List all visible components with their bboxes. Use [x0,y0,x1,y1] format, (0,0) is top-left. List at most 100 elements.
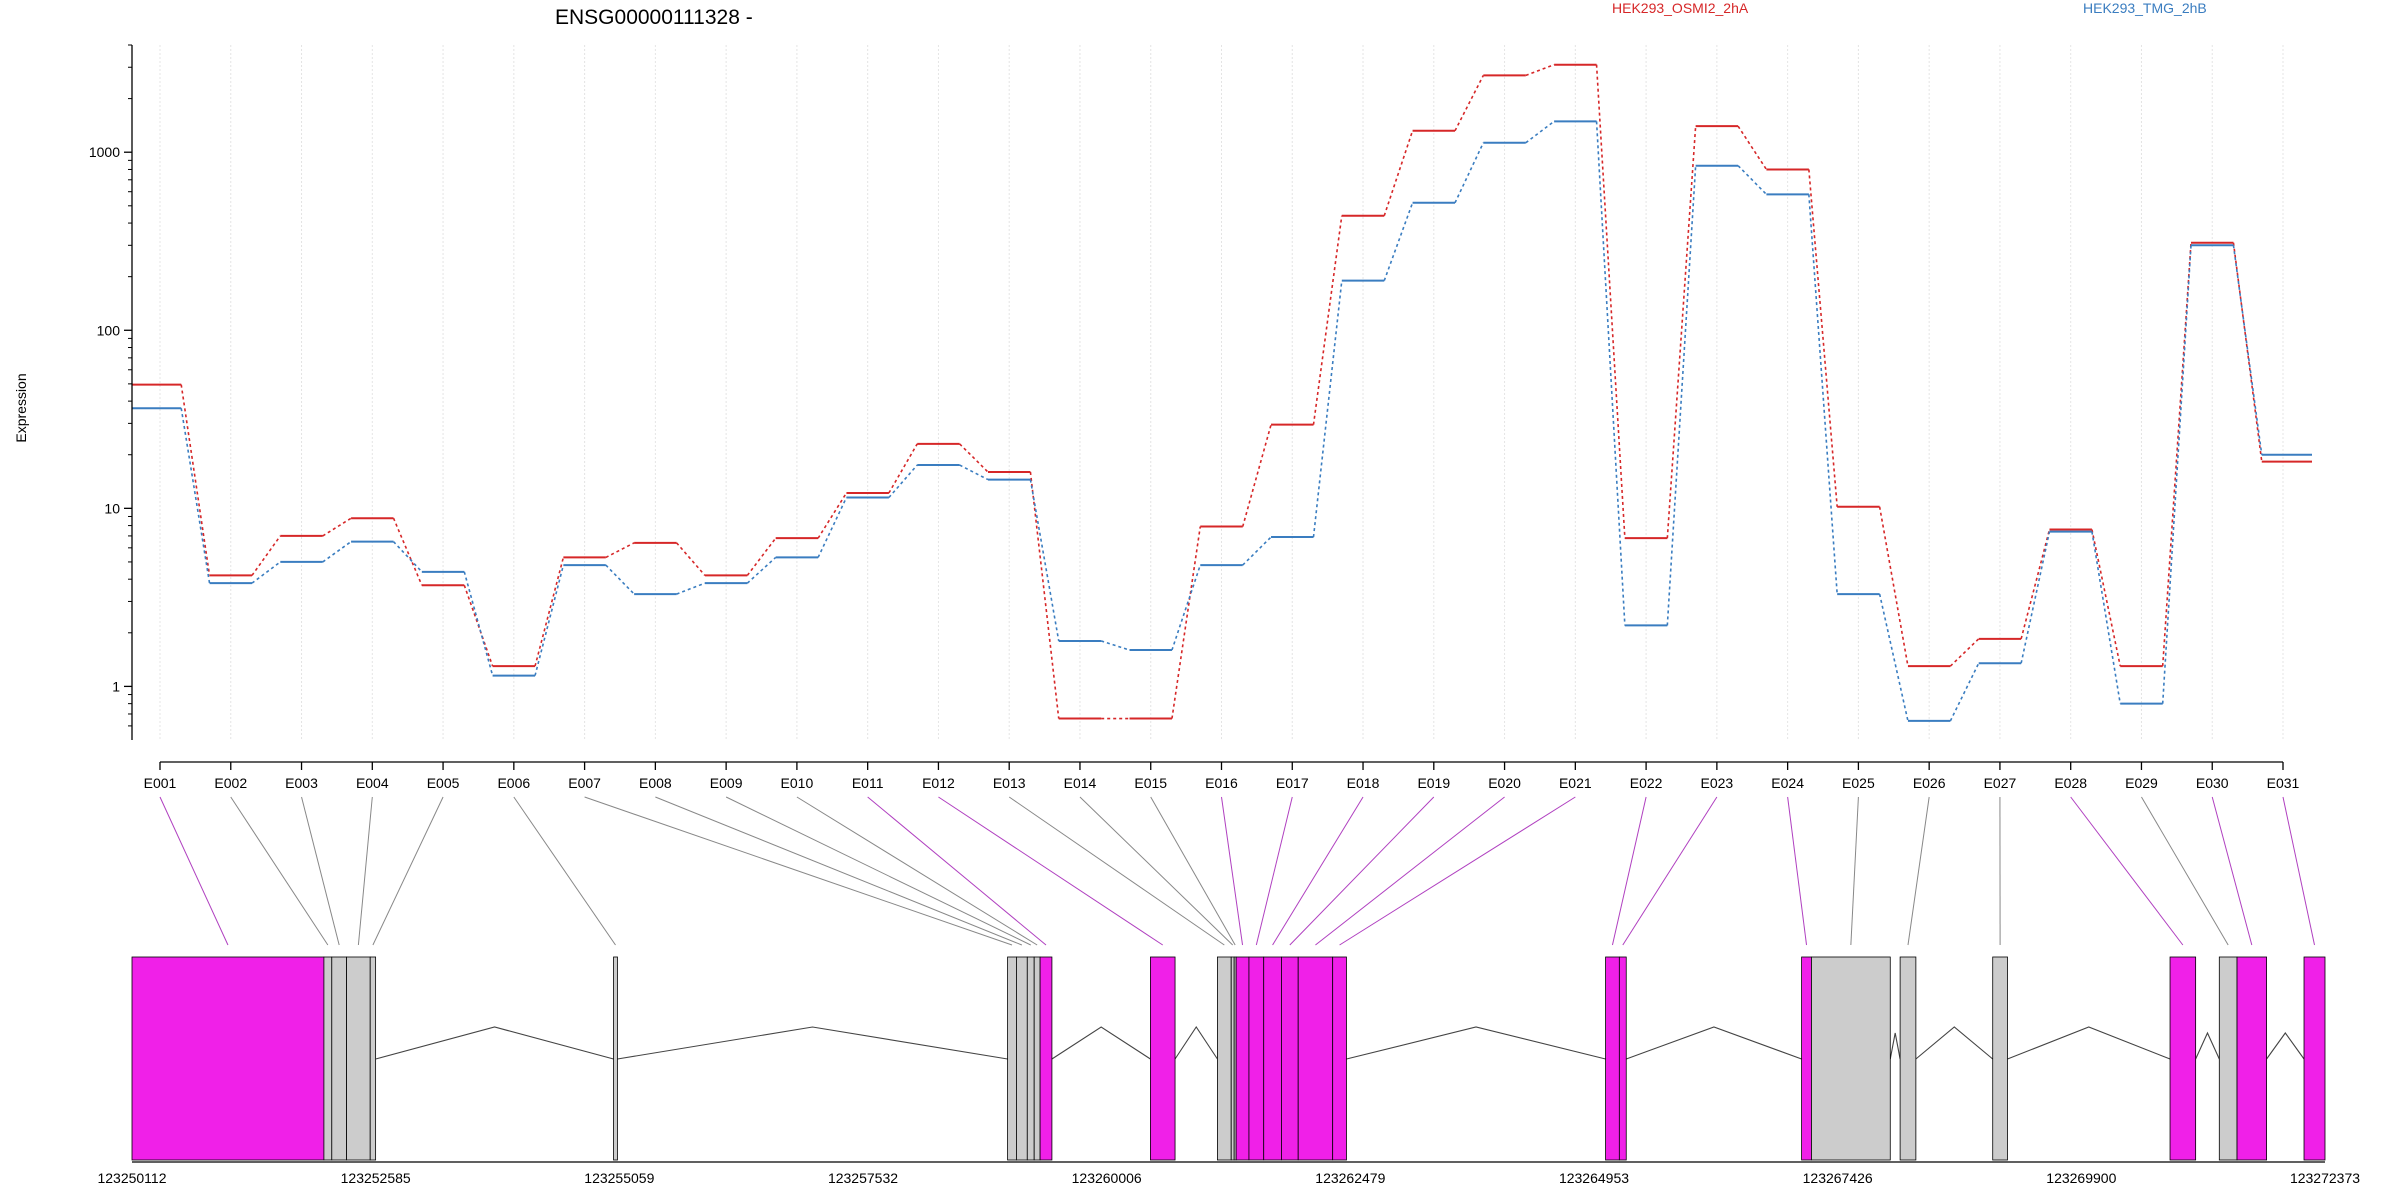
series-transition [1171,526,1202,719]
series-transition [1666,126,1697,539]
exon-box-e001 [131,956,325,1161]
genomic-tick-label: 123267426 [1803,1170,1873,1186]
series-transition [2232,242,2263,462]
exon-connector [1079,796,1234,946]
exon-box-e022 [1605,956,1620,1161]
intron-line [1051,1026,1151,1060]
series-transition [180,384,211,576]
exon-box-e024 [1801,956,1812,1161]
series-transition [605,564,635,595]
exon-connector [655,796,1023,946]
exon-box-e012 [1150,956,1176,1161]
x-tick-label: E002 [214,775,247,791]
exon-connector [584,796,1013,946]
intron-line [2195,1031,2220,1060]
series-transition [1878,593,1909,722]
series-transition [1595,121,1626,626]
series-transition [1454,75,1485,132]
series-transition [746,537,777,576]
series-transition [1737,125,1768,170]
series-transition [2161,245,2192,704]
y-tick-label: 1000 [89,144,120,160]
chart-title: ENSG00000111328 - [555,6,753,29]
exon-box-e020 [1297,956,1334,1161]
series-transition [392,517,423,586]
series-transition [1029,479,1060,642]
x-tick-label: E013 [993,775,1026,791]
series-2 [132,120,2312,722]
genomic-tick-label: 123272373 [2290,1170,2360,1186]
x-tick-label: E023 [1701,775,1734,791]
exon-connector [938,796,1164,946]
exon-connector [2211,796,2253,946]
series-transition [1595,64,1626,539]
y-tick-label: 100 [97,322,121,338]
series-transition [2020,531,2051,664]
exon-connector [2070,796,2184,946]
genomic-tick-label: 123264953 [1559,1170,1629,1186]
series-transition [1525,63,1555,77]
x-tick-label: E018 [1347,775,1380,791]
exon-connector [1008,796,1225,946]
series-transition [534,557,565,667]
series-transition [1312,215,1343,425]
genomic-tick-label: 123252585 [341,1170,411,1186]
series-transition [322,540,352,563]
x-tick-label: E025 [1842,775,1875,791]
series-transition [959,464,989,481]
x-tick-label: E017 [1276,775,1309,791]
x-tick-label: E031 [2267,775,2300,791]
exon-box-e016 [1235,956,1250,1161]
series-transition [2091,529,2122,667]
exon-connector [1221,796,1244,946]
series-transition [817,497,848,558]
series-transition [2161,242,2192,667]
genomic-tick-label: 123269900 [2046,1170,2116,1186]
intron-line [1346,1026,1606,1060]
x-tick-label: E019 [1417,775,1450,791]
x-tick-label: E015 [1134,775,1167,791]
series-transition [1383,130,1414,216]
series-transition [1525,120,1555,144]
exon-box-e003 [331,956,347,1161]
series-transition [1312,280,1343,538]
intron-line [1174,1026,1218,1060]
exon-box-e028 [2169,956,2197,1161]
series-transition [463,571,494,676]
exon-box-e027 [1992,956,2008,1161]
genomic-tick-label: 123250112 [97,1170,166,1186]
exon-connector [372,796,444,946]
series-transition [1808,169,1838,507]
x-tick-label: E030 [2196,775,2229,791]
exon-connector [1289,796,1435,946]
exon-connector [513,796,616,946]
exon-box-e014 [1230,956,1235,1161]
series-transition [1737,165,1767,195]
series-transition [1171,564,1202,651]
x-tick-label: E008 [639,775,672,791]
series-transition [746,556,777,584]
exon-box-e008 [1016,956,1028,1161]
exon-connector [2141,796,2229,946]
exon-connector [1255,796,1293,946]
exon-box-e004 [346,956,371,1161]
exon-box-e026 [1899,956,1917,1161]
exon-box-e005 [369,956,377,1161]
exon-connector [1611,796,1647,946]
series-transition [2232,245,2263,455]
series-transition [322,517,352,537]
series-transition [1808,194,1838,595]
exon-box-e013 [1217,956,1232,1161]
series-transition [1383,202,1414,281]
exon-box-e029 [2218,956,2238,1161]
exon-connector [357,796,373,946]
series-transition [888,443,918,494]
series-transition [1949,638,1980,667]
exon-box-e010 [1033,956,1041,1161]
series-transition [2020,529,2051,640]
x-tick-label: E004 [356,775,389,791]
series-transition [675,542,706,576]
intron-line [2007,1026,2171,1060]
x-tick-label: E003 [285,775,318,791]
